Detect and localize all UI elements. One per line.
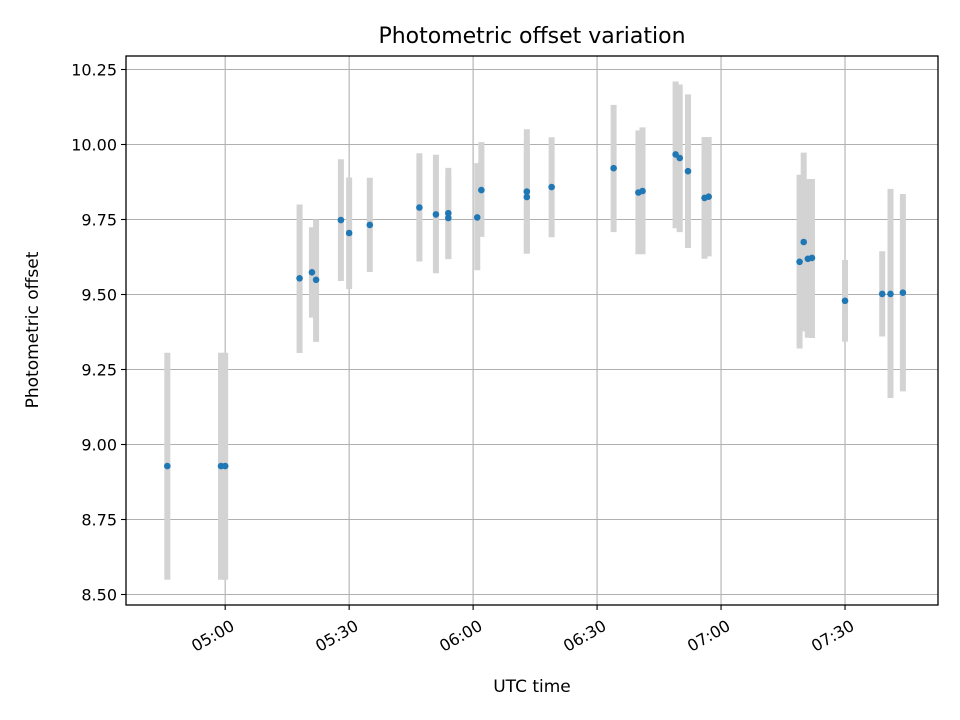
data-point xyxy=(445,214,452,222)
y-tick-label: 9.25 xyxy=(81,361,117,380)
data-point xyxy=(841,297,849,305)
data-point xyxy=(878,290,886,298)
x-axis-label: UTC time xyxy=(493,677,571,697)
data-point xyxy=(308,269,316,276)
data-point xyxy=(796,258,803,266)
data-point xyxy=(800,238,807,246)
data-point xyxy=(312,276,320,284)
data-point xyxy=(705,193,712,200)
plot-frame xyxy=(125,55,939,606)
data-point xyxy=(366,221,374,229)
data-point xyxy=(296,275,303,282)
data-point xyxy=(676,154,684,162)
data-point xyxy=(523,193,531,201)
data-point xyxy=(221,462,229,470)
data-point xyxy=(684,167,692,175)
data-point xyxy=(432,211,440,218)
data-point xyxy=(445,209,452,217)
data-point xyxy=(337,216,345,224)
y-tick-label: 9.75 xyxy=(81,211,117,230)
data-point xyxy=(345,229,353,237)
data-point xyxy=(548,183,555,191)
data-point xyxy=(808,254,816,262)
y-tick-label: 8.75 xyxy=(81,511,117,530)
data-point xyxy=(887,290,894,298)
data-point xyxy=(610,164,617,172)
chart-title: Photometric offset variation xyxy=(378,24,685,49)
y-tick-label: 10.00 xyxy=(71,136,117,155)
data-point xyxy=(164,462,171,470)
data-point xyxy=(473,214,481,221)
y-tick-label: 8.50 xyxy=(81,586,117,605)
point-layer xyxy=(164,151,907,470)
y-tick-label: 9.50 xyxy=(81,286,117,305)
y-tick-label: 10.25 xyxy=(71,61,117,80)
data-point xyxy=(478,186,485,194)
y-axis-label: Photometric offset xyxy=(23,251,43,408)
data-point xyxy=(523,188,531,195)
y-tick-label: 9.00 xyxy=(81,436,117,455)
data-point xyxy=(639,187,646,195)
data-point xyxy=(899,289,907,297)
data-point xyxy=(416,204,423,211)
